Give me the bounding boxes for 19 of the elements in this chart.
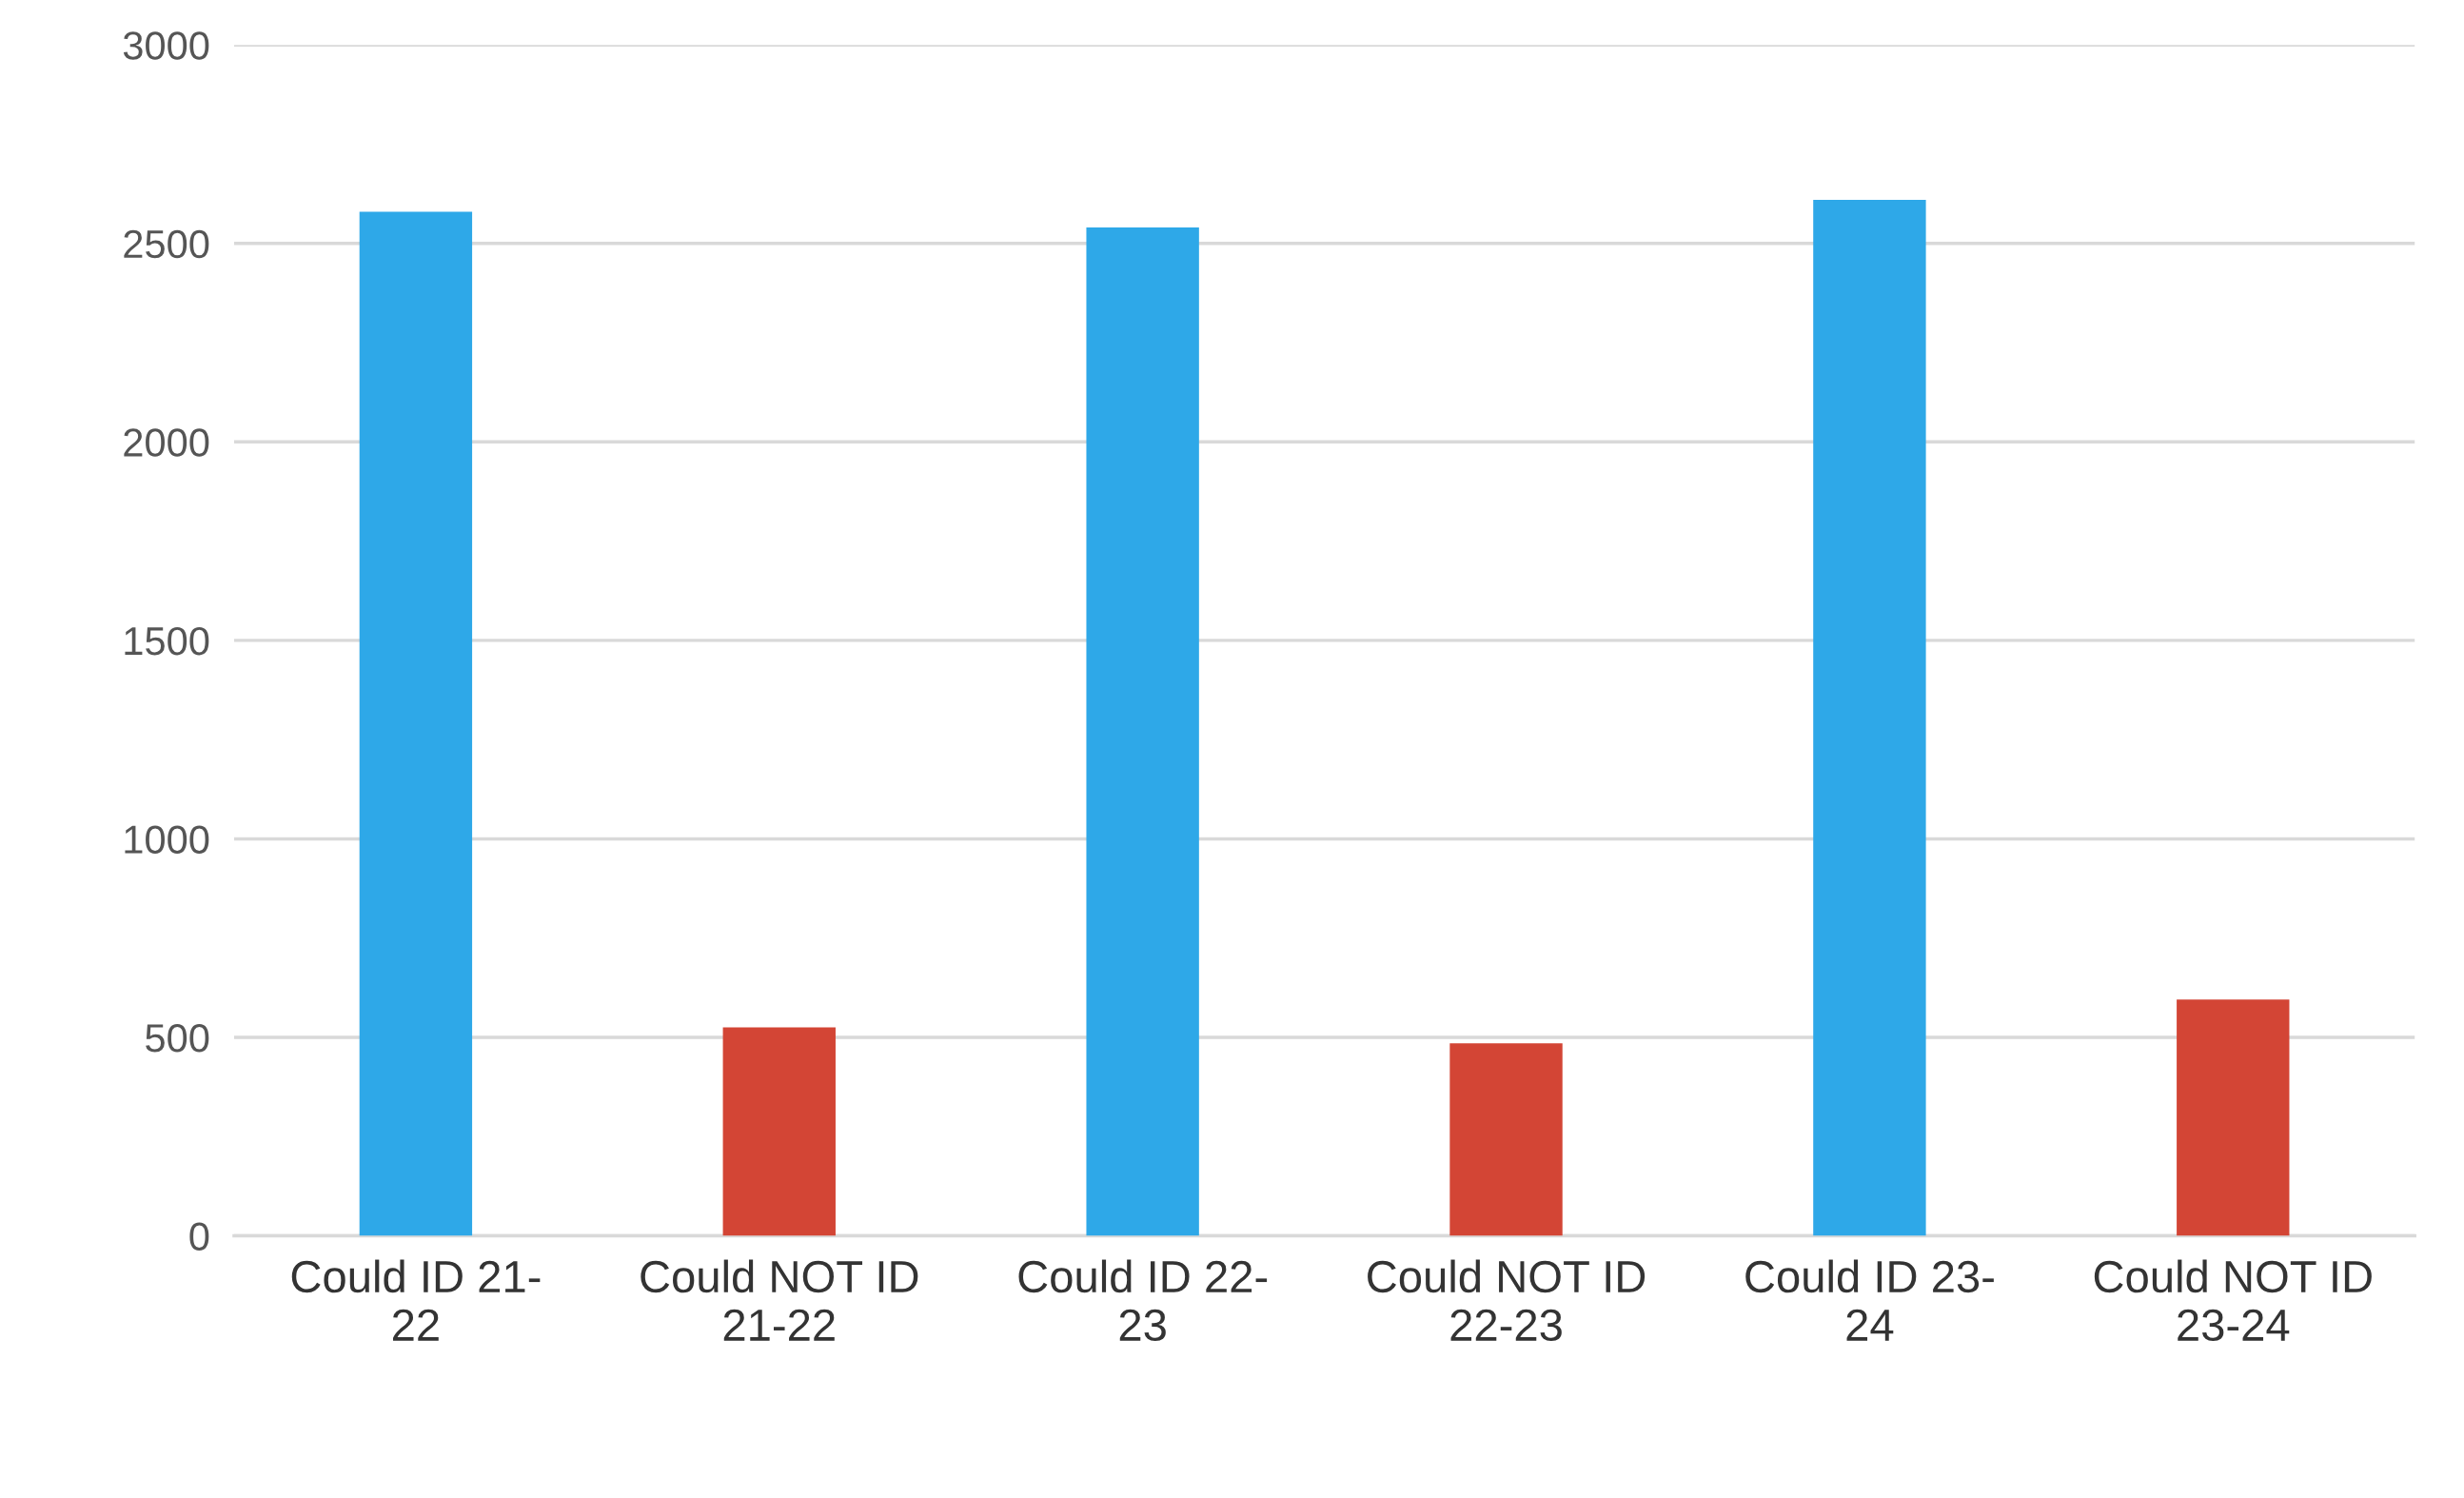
x-tick-label: Could NOT ID 22-23 [1368, 1259, 1646, 1342]
bar [1449, 1043, 1563, 1236]
bar [1086, 227, 1199, 1236]
bar [2177, 999, 2290, 1236]
y-tick-label: 0 [189, 1222, 209, 1252]
y-tick-label: 500 [146, 1024, 209, 1053]
bar [722, 1027, 836, 1236]
bar [359, 211, 473, 1236]
x-tick-label: Could ID 23- 24 [1745, 1259, 1994, 1341]
bar [1813, 199, 1926, 1236]
y-tick-label: 1000 [125, 825, 209, 854]
x-tick-label: Could ID 22- 23 [1018, 1259, 1268, 1342]
y-tick-label: 3000 [123, 31, 209, 60]
y-tick-label: 2000 [124, 428, 209, 457]
x-tick-label: Could ID 21- 22 [291, 1259, 541, 1341]
y-tick-label: 2500 [124, 229, 209, 259]
x-tick-label: Could NOT ID 23-24 [2094, 1259, 2372, 1342]
x-tick-label: Could NOT ID 21-22 [641, 1259, 918, 1341]
y-tick-label: 1500 [125, 626, 209, 656]
